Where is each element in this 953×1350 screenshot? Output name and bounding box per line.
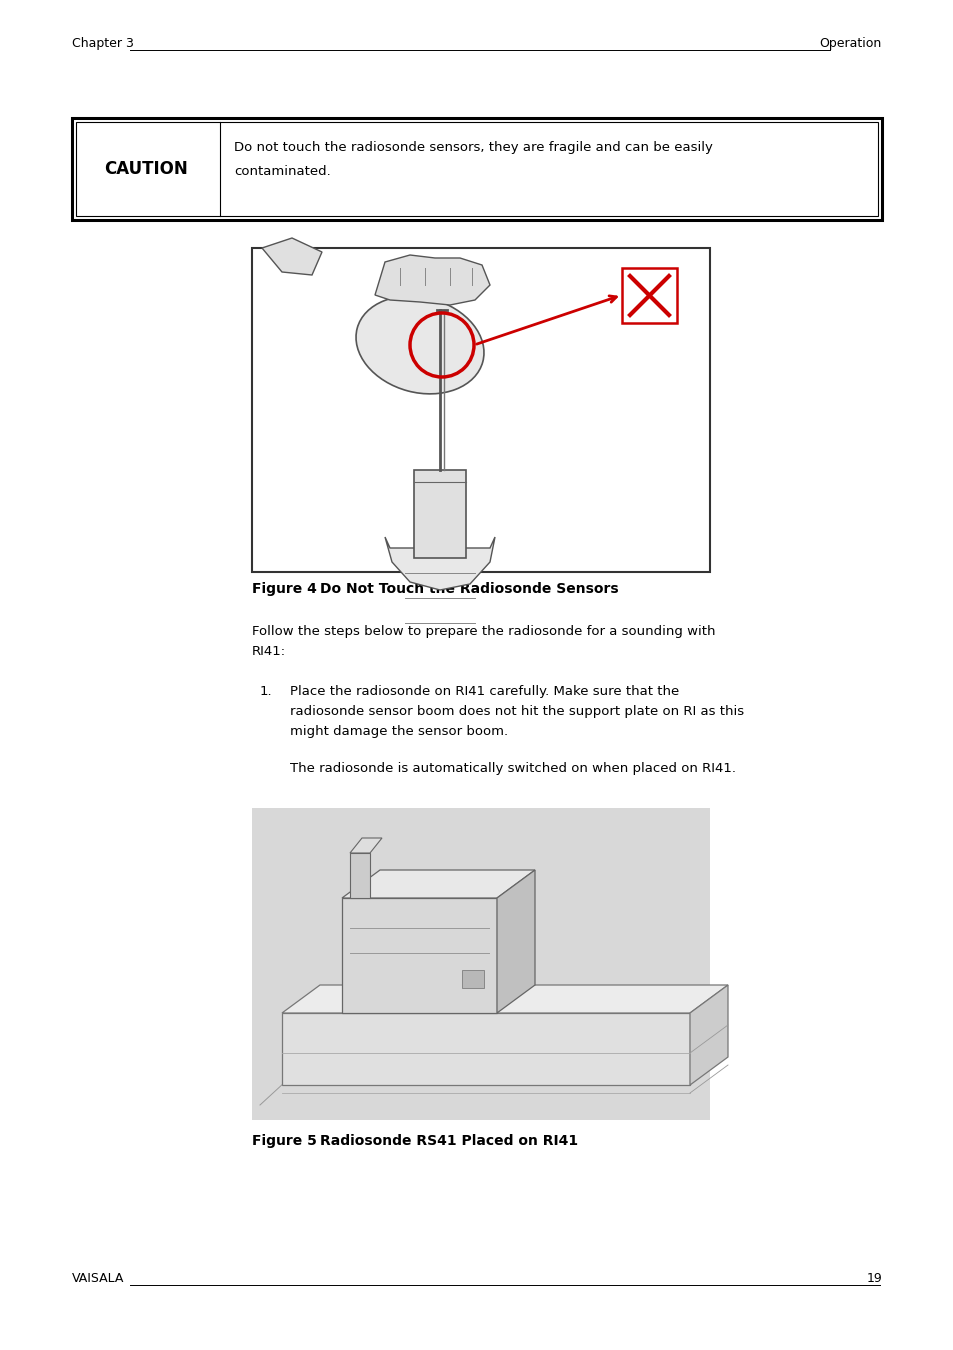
Bar: [253, 250, 707, 570]
Text: Radiosonde RS41 Placed on RI41: Radiosonde RS41 Placed on RI41: [319, 1134, 578, 1148]
Text: Do not touch the radiosonde sensors, they are fragile and can be easily: Do not touch the radiosonde sensors, the…: [233, 140, 712, 154]
Text: Place the radiosonde on RI41 carefully. Make sure that the: Place the radiosonde on RI41 carefully. …: [290, 684, 679, 698]
Polygon shape: [282, 1012, 689, 1085]
Text: CAUTION: CAUTION: [104, 161, 188, 178]
Text: contaminated.: contaminated.: [233, 165, 331, 178]
Text: 1.: 1.: [260, 684, 273, 698]
Bar: [414, 470, 465, 558]
Ellipse shape: [355, 296, 483, 394]
Bar: [350, 853, 370, 898]
Text: Do Not Touch the Radiosonde Sensors: Do Not Touch the Radiosonde Sensors: [319, 582, 618, 595]
Text: Operation: Operation: [819, 36, 882, 50]
Bar: [71, 117, 882, 220]
Polygon shape: [497, 869, 535, 1012]
Polygon shape: [341, 869, 535, 898]
Polygon shape: [341, 898, 497, 1012]
Bar: [621, 269, 677, 323]
Text: VAISALA: VAISALA: [71, 1272, 124, 1285]
Polygon shape: [350, 838, 381, 853]
Text: Follow the steps below to prepare the radiosonde for a sounding with: Follow the steps below to prepare the ra…: [252, 625, 715, 639]
Text: Chapter 3: Chapter 3: [71, 36, 133, 50]
Polygon shape: [282, 986, 727, 1012]
Text: Figure 4: Figure 4: [252, 582, 316, 595]
Polygon shape: [375, 255, 490, 305]
Polygon shape: [385, 537, 495, 590]
Text: 19: 19: [865, 1272, 882, 1285]
Text: The radiosonde is automatically switched on when placed on RI41.: The radiosonde is automatically switched…: [290, 761, 735, 775]
Text: radiosonde sensor boom does not hit the support plate on RI as this: radiosonde sensor boom does not hit the …: [290, 705, 743, 718]
Polygon shape: [262, 238, 322, 275]
Bar: [76, 122, 877, 216]
Text: Figure 5: Figure 5: [252, 1134, 316, 1148]
Bar: [252, 809, 709, 1120]
Bar: [461, 971, 483, 988]
Polygon shape: [689, 986, 727, 1085]
Bar: [252, 248, 709, 572]
Text: might damage the sensor boom.: might damage the sensor boom.: [290, 725, 508, 738]
Text: RI41:: RI41:: [252, 645, 286, 657]
